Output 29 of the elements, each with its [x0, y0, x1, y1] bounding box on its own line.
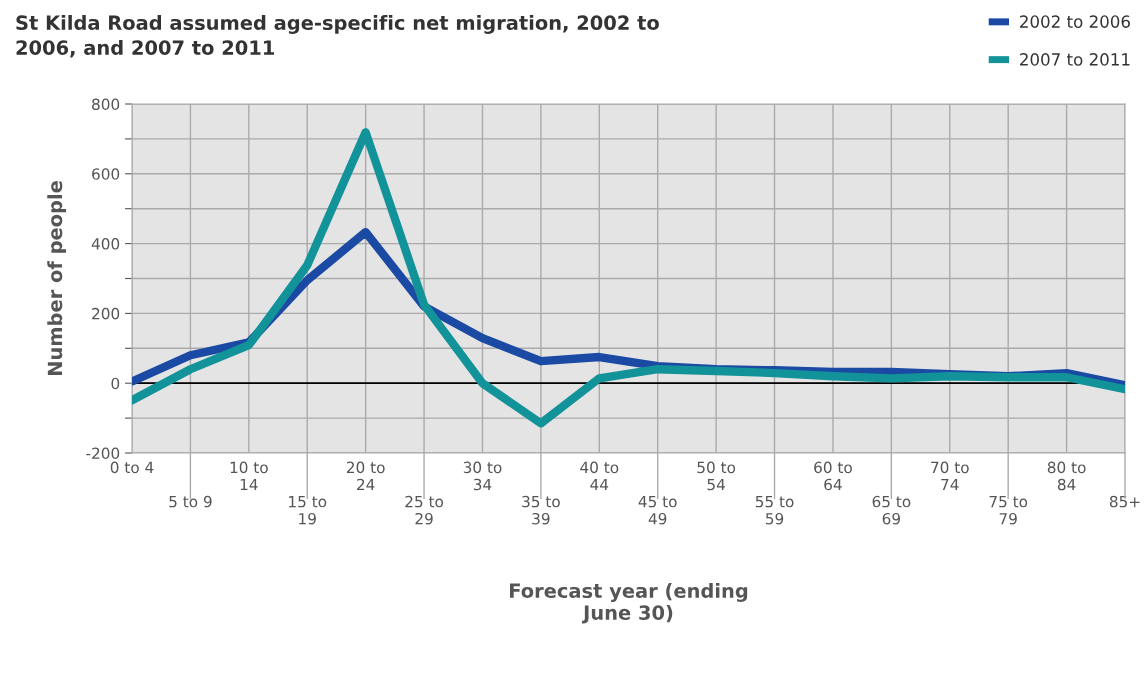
x-tick-label: 60 to 64 [814, 461, 852, 491]
x-tick-label: 45 to 49 [638, 496, 677, 525]
x-tick-label: 50 to 54 [697, 461, 736, 491]
x-tick-label: 25 to 29 [405, 495, 444, 525]
legend-label: 2007 to 2011 [1020, 53, 1130, 66]
x-tick-label: 20 to 24 [346, 461, 385, 491]
x-tick-label: 75 to 79 [989, 496, 1028, 525]
chart-title: St Kilda Road assumed age-specific net migration, 2002 to 2006, and 2007 to 2011 [16, 15, 659, 58]
x-tick-label: 70 to 74 [931, 461, 969, 491]
y-tick-label: 200 [92, 307, 120, 320]
x-axis-title: Forecast year (ending June 30) [510, 583, 748, 624]
legend-label: 2002 to 2006 [1020, 15, 1130, 28]
x-tick-label: 65 to 69 [872, 495, 911, 525]
x-tick-label: 0 to 4 [110, 461, 154, 474]
x-tick-label: 80 to 84 [1047, 461, 1086, 491]
x-tick-label: 55 to 59 [755, 496, 794, 525]
x-tick-label: 15 to 19 [289, 496, 327, 525]
y-tick-label: 0 [111, 377, 120, 390]
x-tick-label: 10 to 14 [230, 461, 268, 491]
x-tick-label: 5 to 9 [169, 495, 212, 508]
x-tick-label: 40 to 44 [580, 461, 619, 491]
y-tick-label: 600 [92, 168, 120, 180]
x-tick-label: 30 to 34 [463, 461, 502, 491]
y-tick-label: 400 [91, 238, 120, 250]
y-axis-title: Number of people [47, 181, 67, 376]
y-tick-label: -200 [86, 447, 120, 460]
y-tick-label: 800 [92, 98, 120, 111]
x-tick-label: 35 to 39 [522, 495, 560, 525]
x-tick-label: 85+ [1109, 495, 1140, 508]
